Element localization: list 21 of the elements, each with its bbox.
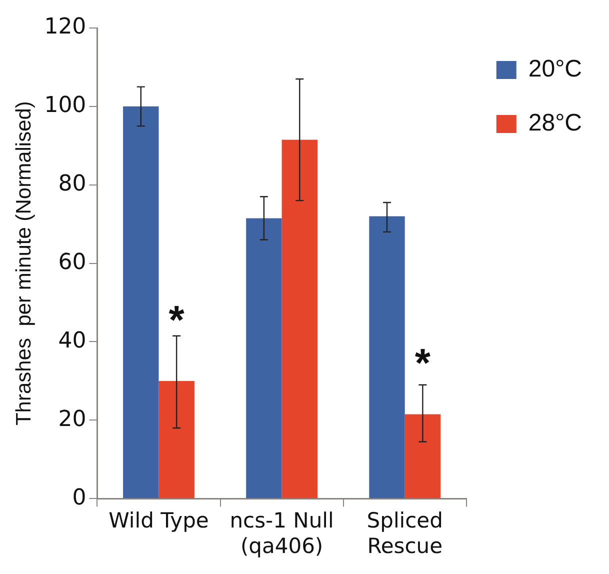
bar — [158, 380, 194, 498]
bar — [123, 106, 159, 498]
bar — [369, 216, 405, 498]
bar — [246, 218, 282, 498]
y-axis-title: Thrashes per minute (Normalised) — [12, 101, 36, 426]
y-tick-label: 0 — [72, 485, 86, 510]
bar — [282, 140, 318, 498]
x-tick-label: Wild Type — [108, 508, 209, 533]
y-tick-label: 40 — [58, 328, 86, 354]
annotation: * — [414, 341, 431, 386]
x-tick-label: Spliced Rescue — [366, 508, 443, 558]
y-tick-label: 100 — [44, 93, 86, 118]
y-tick-label: 60 — [58, 250, 86, 276]
y-tick-label: 120 — [44, 14, 86, 40]
x-tick-label: ncs-1 Null (qa406) — [230, 508, 334, 558]
y-tick-label: 80 — [58, 172, 86, 197]
legend-label: 28°C — [528, 110, 582, 137]
annotation: * — [168, 298, 185, 342]
legend-label: 20°C — [528, 56, 582, 83]
y-tick-label: 20 — [58, 406, 86, 432]
bar — [404, 414, 441, 498]
